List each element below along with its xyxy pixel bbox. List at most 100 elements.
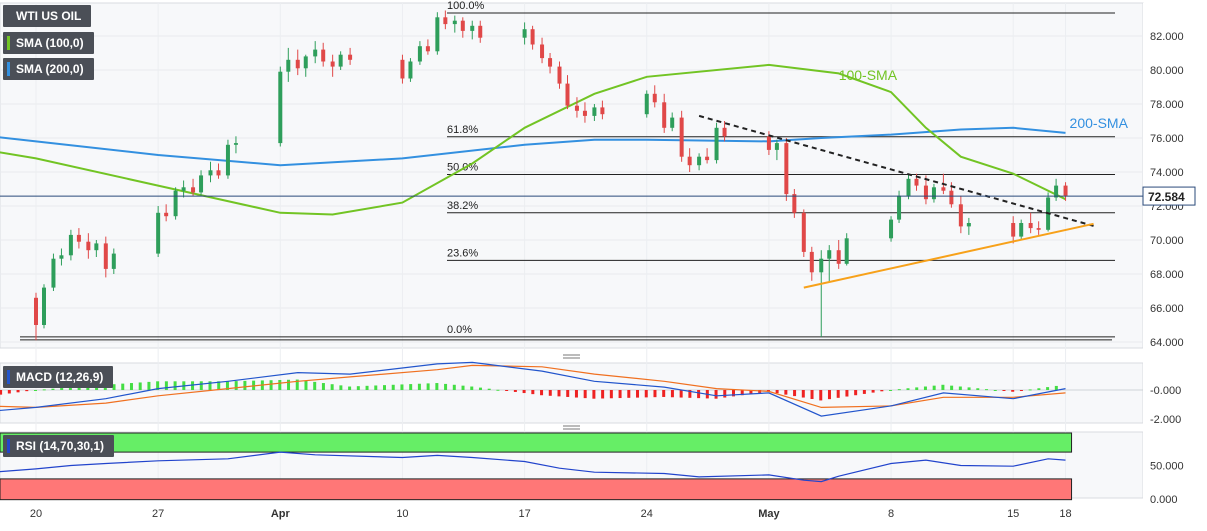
candle[interactable] [42,284,46,329]
candle[interactable] [705,148,710,164]
candle[interactable] [208,161,213,183]
candle[interactable] [530,25,535,50]
candle[interactable] [827,245,832,283]
macd-histogram-bar [854,390,858,396]
candle[interactable] [644,90,649,118]
candle[interactable] [836,240,841,269]
candle[interactable] [425,39,430,55]
candle[interactable] [191,178,196,196]
candle[interactable] [443,10,448,30]
candle[interactable] [687,148,692,172]
candle[interactable] [313,41,318,64]
symbol-legend[interactable]: WTI US OIL [3,5,92,27]
macd-histogram-bar [426,383,430,390]
candle[interactable] [931,183,936,203]
macd-histogram-bar [688,390,692,398]
candle[interactable] [574,97,579,118]
macd-legend[interactable]: MACD (12,26,9) [3,366,114,388]
candle[interactable] [278,66,283,147]
candle[interactable] [679,110,684,162]
candle[interactable] [809,246,814,281]
sma100-legend[interactable]: SMA (100,0) [3,32,94,54]
candle[interactable] [164,204,169,222]
candle[interactable] [286,47,291,82]
candle[interactable] [303,54,308,77]
candle[interactable] [400,54,405,84]
rsi-oversold-zone [0,478,1073,501]
candle[interactable] [600,100,605,120]
candle[interactable] [321,42,326,67]
candle[interactable] [295,49,300,76]
candle[interactable] [722,121,727,142]
candle-body [191,187,196,193]
candle[interactable] [76,228,81,249]
candle[interactable] [225,139,230,179]
candle[interactable] [557,61,562,89]
rsi-line [0,451,1066,483]
candle[interactable] [819,250,824,337]
macd-histogram-bar [1037,388,1041,390]
candle[interactable] [889,216,894,242]
candle[interactable] [199,170,204,196]
sma200-legend[interactable]: SMA (200,0) [3,58,94,80]
macd-histogram-bar [173,381,177,390]
candle[interactable] [59,248,64,266]
candle[interactable] [103,236,108,278]
candle[interactable] [592,104,597,121]
candle[interactable] [181,180,186,198]
candle-body [164,212,169,217]
candle[interactable] [652,85,657,108]
candle[interactable] [452,15,457,33]
candle[interactable] [156,206,161,257]
candle[interactable] [94,240,99,257]
candle[interactable] [111,248,116,275]
candle[interactable] [68,229,73,261]
candle[interactable] [582,102,587,123]
candle[interactable] [435,12,440,55]
candle[interactable] [51,253,56,291]
candle[interactable] [792,189,797,218]
candle[interactable] [348,47,353,65]
candle[interactable] [1028,212,1033,234]
candle[interactable] [540,37,545,64]
candle[interactable] [714,122,719,164]
candle[interactable] [1063,182,1068,201]
candle[interactable] [216,163,221,179]
candle[interactable] [966,217,971,235]
candle[interactable] [34,292,38,341]
candle[interactable] [662,93,667,133]
candle[interactable] [1036,221,1041,235]
rsi-legend[interactable]: RSI (14,70,30,1) [3,435,115,457]
panel-splitter-1[interactable] [563,354,580,359]
panel-splitter-2[interactable] [563,425,580,430]
candle[interactable] [844,233,849,266]
candle[interactable] [670,112,675,132]
candle[interactable] [697,153,702,171]
candle[interactable] [173,187,178,220]
candle[interactable] [1054,178,1059,201]
candle[interactable] [1011,216,1016,244]
candle[interactable] [338,51,343,70]
candle[interactable] [86,233,91,259]
candle[interactable] [460,17,465,38]
macd-histogram-bar [496,389,500,391]
candle[interactable] [548,53,553,74]
candle-body [42,287,46,325]
candle[interactable] [565,75,570,110]
candle[interactable] [417,41,422,65]
candle[interactable] [470,20,475,40]
candle[interactable] [233,136,238,154]
candle[interactable] [958,195,963,234]
candle[interactable] [522,22,527,45]
candle[interactable] [906,173,911,200]
candle[interactable] [801,209,806,257]
candle[interactable] [330,54,335,77]
candle[interactable] [478,20,483,43]
candle[interactable] [923,175,928,205]
candle[interactable] [784,138,789,201]
candle[interactable] [774,139,779,161]
candle[interactable] [1019,219,1024,240]
candle-body [906,178,911,196]
candle[interactable] [408,58,413,82]
